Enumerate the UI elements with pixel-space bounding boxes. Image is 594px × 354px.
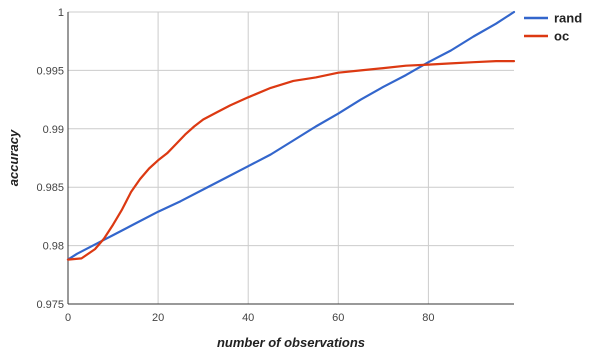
legend-label: rand [554,11,582,26]
legend-label: oc [554,29,569,44]
series-lines [66,10,516,261]
tick-labels: 0.975 0.98 0.985 0.99 0.995 1 0 20 40 60 80 [36,7,434,324]
series-line-rand [66,10,516,261]
x-tick-label: 40 [242,312,254,324]
legend-item-oc[interactable]: oc [524,29,569,44]
x-axis-title: number of observations [217,335,365,350]
y-tick-label: 0.995 [36,65,64,77]
grid-lines [68,11,514,304]
x-tick-label: 80 [422,312,434,324]
legend[interactable]: rand oc [524,11,582,44]
axes [67,12,514,305]
y-tick-label: 1 [58,7,64,19]
x-tick-label: 20 [152,312,164,324]
series-line-oc [66,59,516,261]
y-axis-title: accuracy [6,129,21,186]
y-tick-label: 0.975 [36,299,64,311]
y-tick-label: 0.98 [43,241,64,253]
legend-item-rand[interactable]: rand [524,11,582,26]
x-tick-label: 60 [332,312,344,324]
y-tick-label: 0.985 [36,182,64,194]
y-tick-label: 0.99 [43,124,64,136]
x-tick-label: 0 [65,312,71,324]
